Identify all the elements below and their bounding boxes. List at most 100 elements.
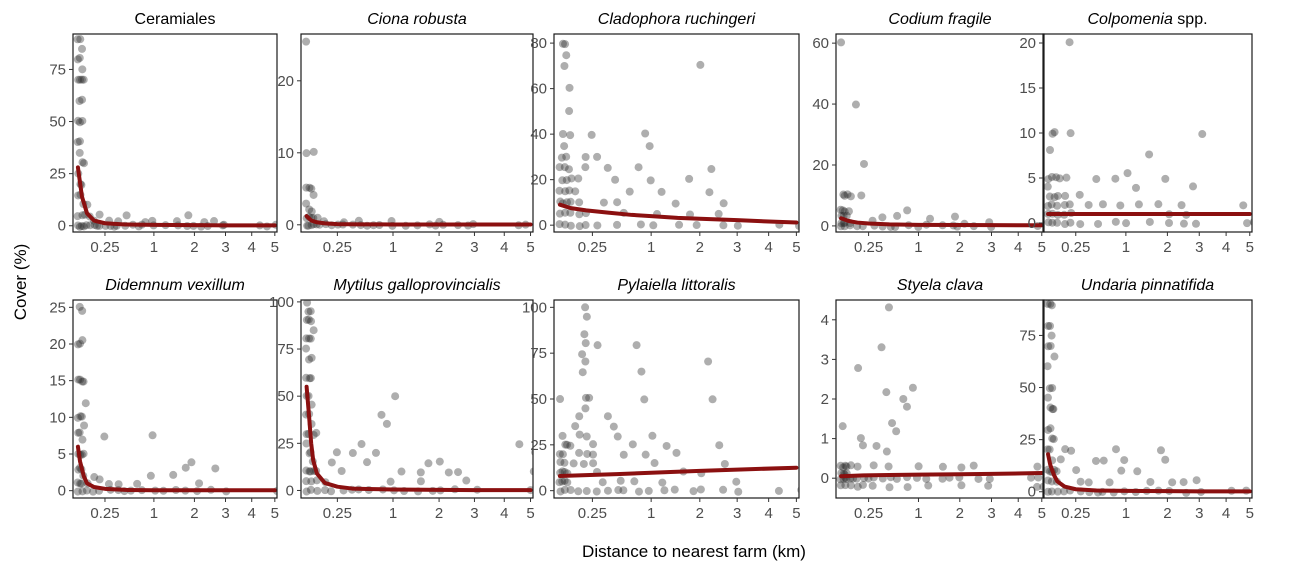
scatter-point [78,377,87,386]
scatter-point [73,137,82,146]
scatter-point [839,463,848,472]
facet-title: Cladophora ruchingeri [598,11,756,28]
y-tick-label: 25 [277,435,294,452]
scatter-point [1046,403,1055,412]
scatter-point [632,341,641,350]
x-tick-label: 3 [470,505,478,522]
panel-border [72,33,278,233]
scatter-point [671,199,680,208]
scatter-point [1249,218,1252,226]
scatter-point [77,75,86,84]
scatter-point [565,83,574,92]
scatter-point [304,307,313,316]
scatter-point [306,485,315,494]
facet-title-italic: Undaria pinnatifida [1081,277,1215,294]
scatter-point [309,326,318,335]
scatter-point [974,474,983,483]
scatter-point [211,464,220,473]
x-tick-label: 0.25 [578,239,607,256]
scatter-point [74,75,83,84]
scatter-point [575,412,584,421]
scatter-point [1123,169,1132,178]
scatter-points [1043,38,1252,229]
x-tick-label: 3 [1195,239,1203,256]
scatter-point [78,65,87,74]
scatter-point [636,220,645,229]
scatter-point [306,334,315,343]
scatter-point [302,149,311,158]
x-tick-label: 1 [389,505,397,522]
scatter-point [75,53,84,62]
facet-title-roman: Ceramiales [135,11,216,28]
scatter-point [853,462,862,471]
scatter-point [609,422,618,431]
scatter-point [1179,478,1188,487]
scatter-point [1239,201,1248,210]
scatter-point [1122,219,1131,228]
scatter-point [1117,466,1126,475]
scatter-point [169,470,178,479]
scatter-point [210,217,219,226]
y-tick-label: 20 [49,336,66,353]
scatter-points [302,37,530,230]
y-tick-label: 50 [277,388,294,405]
y-tick-label: 50 [49,114,66,131]
scatter-point [79,222,88,231]
scatter-point [599,198,608,207]
scatter-point [719,199,728,208]
scatter-point [73,413,82,422]
y-tick-label: 0 [58,218,66,235]
x-tick-label: 4 [1222,239,1230,256]
scatter-point [589,440,598,449]
scatter-point [705,188,714,197]
panel-border [300,33,534,233]
panel-border [553,33,800,233]
scatter-point [1033,462,1042,471]
scatter-point [567,174,576,183]
scatter-point [598,478,607,487]
scatter-point [1168,478,1177,487]
x-tick-label: 1 [1122,505,1130,522]
scatter-point [76,75,85,84]
scatter-point [74,116,83,125]
scatter-point [1043,300,1052,308]
scatter-point [462,476,471,485]
scatter-point [1061,445,1070,454]
scatter-point [1047,301,1056,310]
scatter-point [560,485,569,494]
scatter-point [332,448,341,457]
scatter-point [321,486,330,495]
scatter-point [327,458,336,467]
scatter-point [593,221,602,230]
scatter-point [1092,175,1101,184]
scatter-point [957,463,966,472]
scatter-point [555,220,564,229]
x-tick-label: 4 [500,239,508,256]
y-tick-label: 80 [530,35,547,52]
scatter-point [843,190,852,199]
scatter-point [75,222,84,231]
scatter-point [593,152,602,161]
scatter-point [614,486,623,495]
scatter-point [851,100,860,109]
scatter-point [562,176,571,185]
x-tick-label: 5 [526,239,534,256]
scatter-point [575,210,584,219]
scatter-point [307,184,316,193]
scatter-point [302,439,311,448]
scatter-point [386,477,395,486]
scatter-point [593,341,602,350]
scatter-point [619,450,628,459]
y-tick-label: 20 [530,172,547,189]
y-tick-label: 0 [539,217,547,234]
scatter-point [574,174,583,183]
scatter-point [562,152,571,161]
scatter-point [899,394,908,403]
scatter-point [558,467,567,476]
scatter-point [924,481,933,490]
scatter-point [1046,145,1054,154]
x-tick-label: 4 [1222,505,1230,522]
scatter-point [560,142,569,151]
facet-title: Mytilus galloprovincialis [333,277,500,294]
